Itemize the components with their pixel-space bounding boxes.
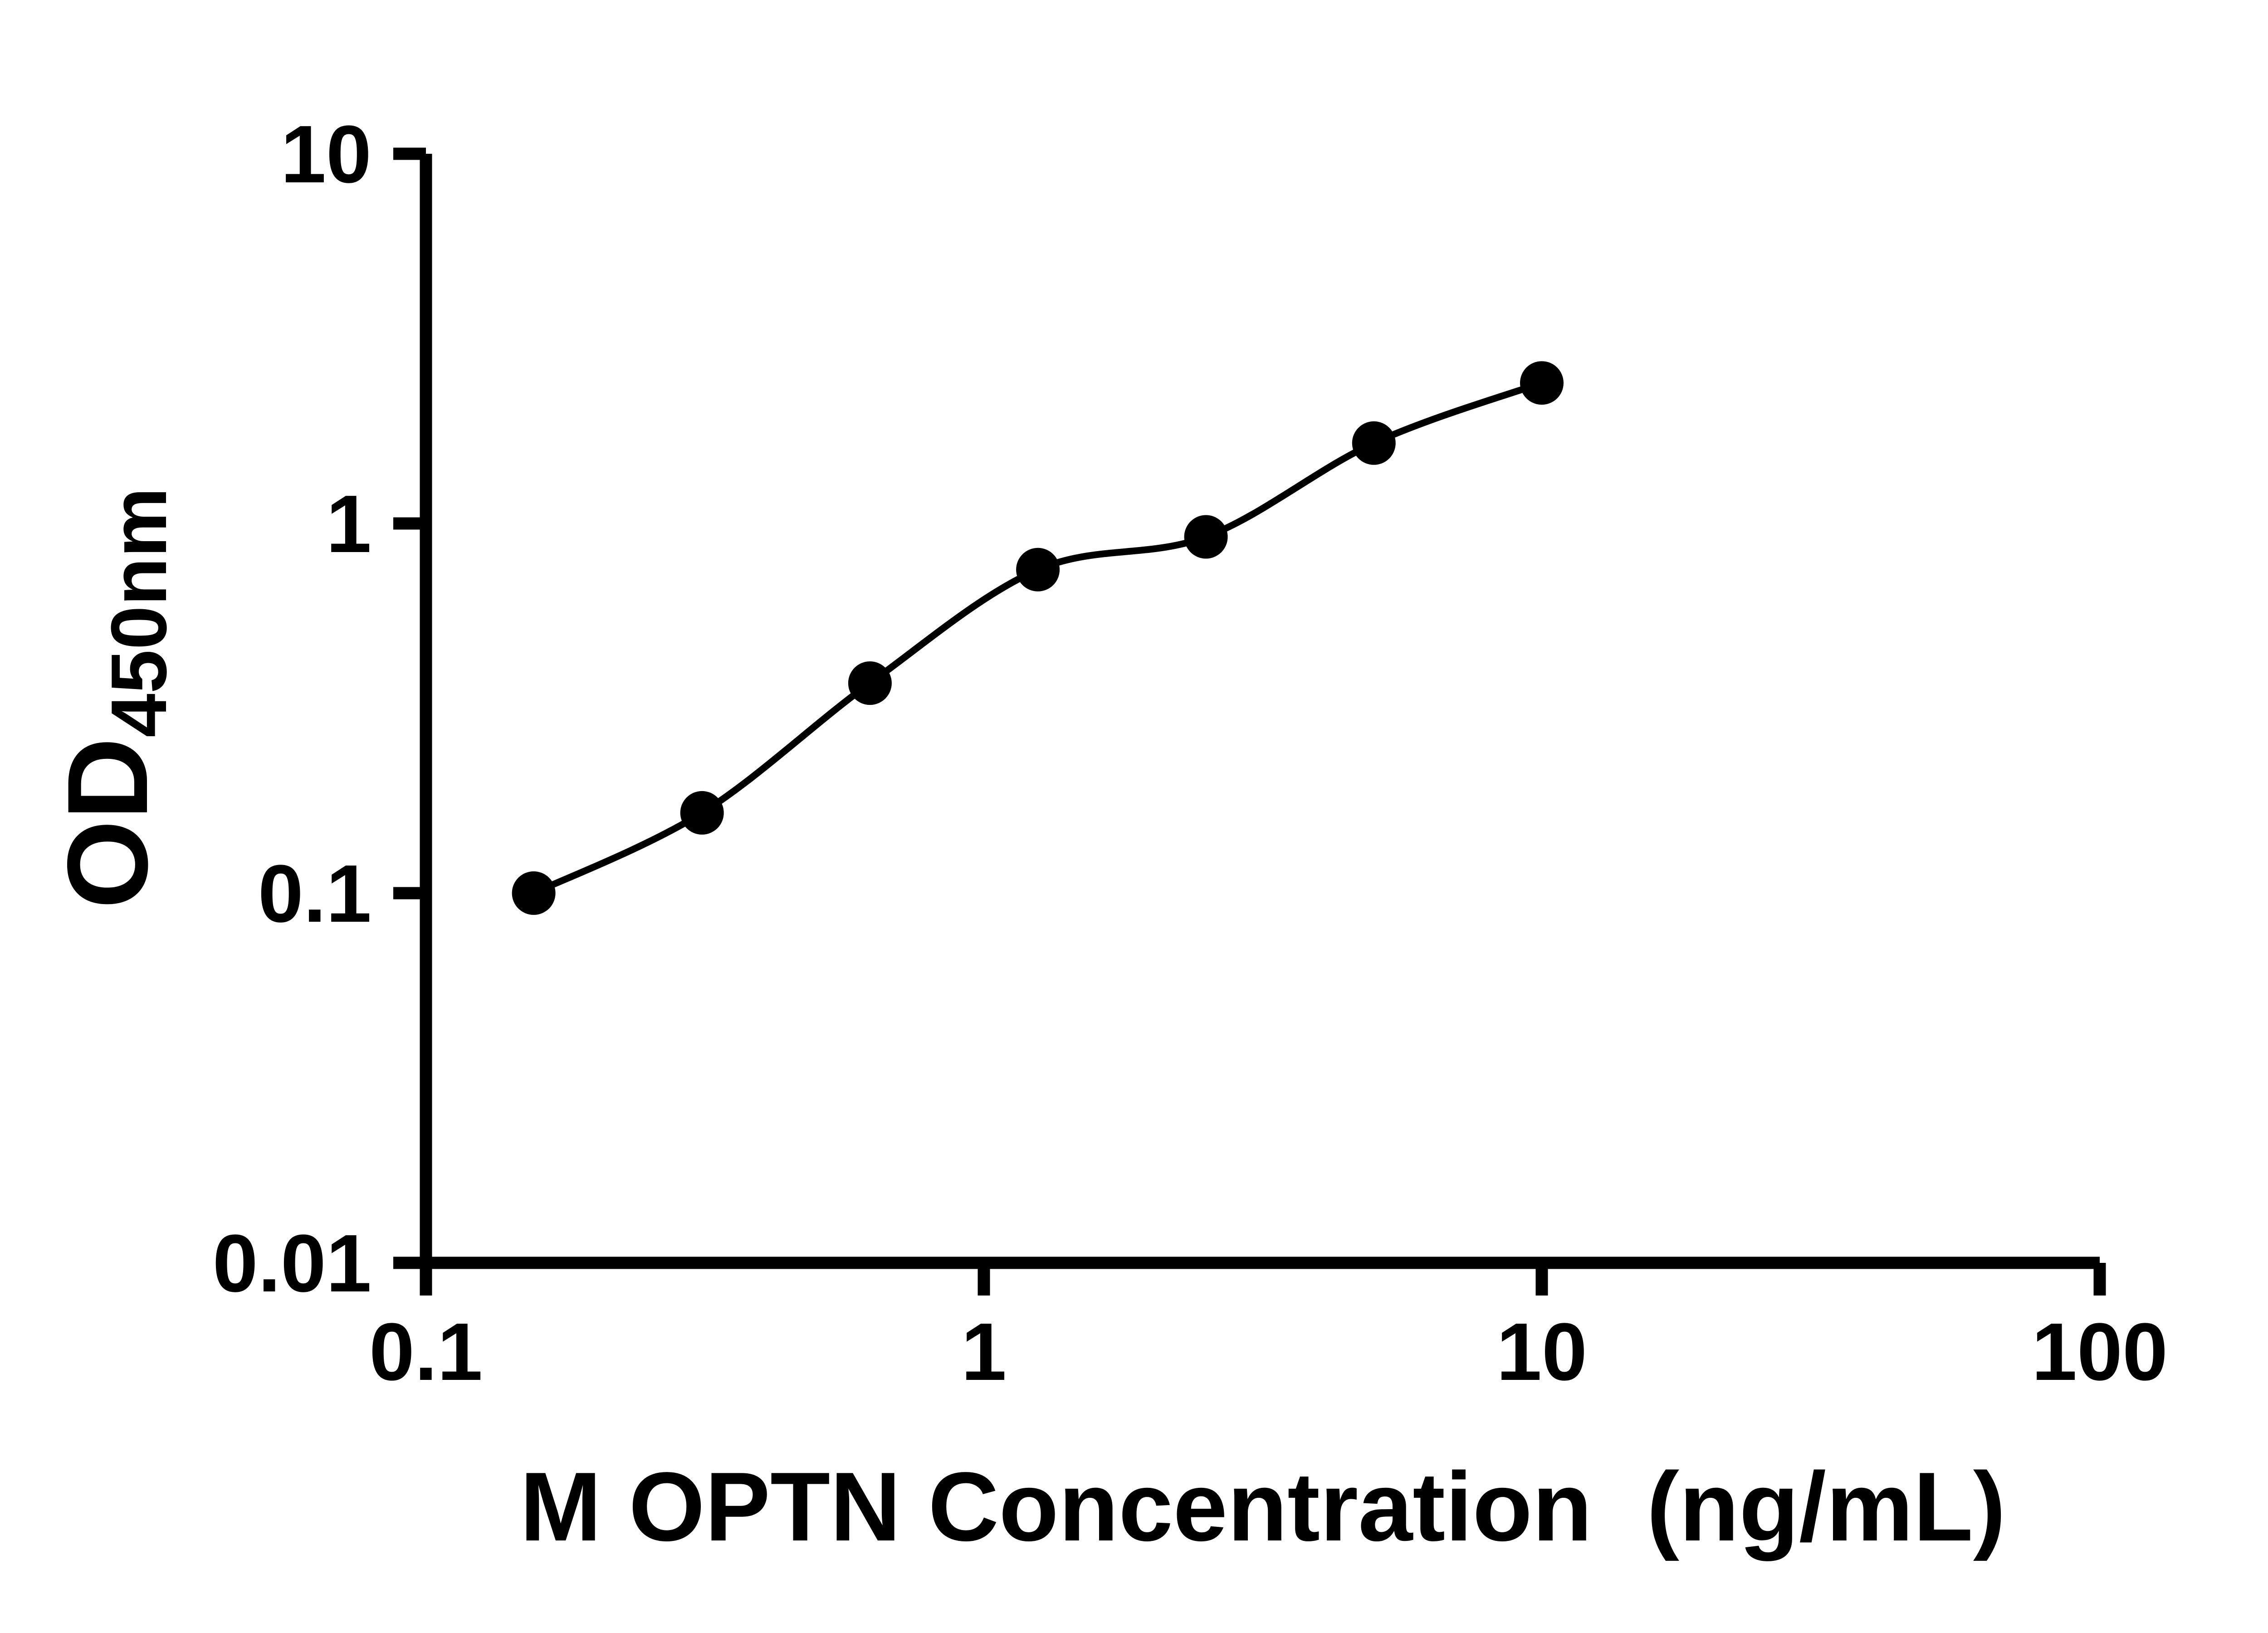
data-point-0.625: [848, 661, 892, 705]
data-point-1.25: [1016, 548, 1060, 592]
x-tick-label: 100: [2032, 1306, 2168, 1398]
y-tick-label: 0.1: [258, 848, 371, 939]
data-point-10: [1520, 361, 1564, 405]
data-point-2.5: [1184, 515, 1228, 559]
y-tick-label: 10: [281, 109, 371, 200]
x-axis-title: M OPTN Concentration (ng/mL): [520, 1452, 2006, 1561]
y-axis-title: OD450nm: [44, 487, 183, 909]
y-axis-title-main: OD: [44, 738, 171, 909]
x-tick-label: 0.1: [369, 1306, 483, 1398]
y-axis-title-sub: 450nm: [94, 487, 183, 737]
x-tick-label: 10: [1496, 1306, 1587, 1398]
y-tick-label: 1: [326, 479, 371, 570]
data-point-5: [1352, 421, 1396, 465]
data-point-0.156: [512, 871, 556, 915]
data-point-0.3125: [680, 791, 724, 835]
y-tick-label: 0.01: [213, 1218, 371, 1309]
x-tick-label: 1: [961, 1306, 1007, 1398]
